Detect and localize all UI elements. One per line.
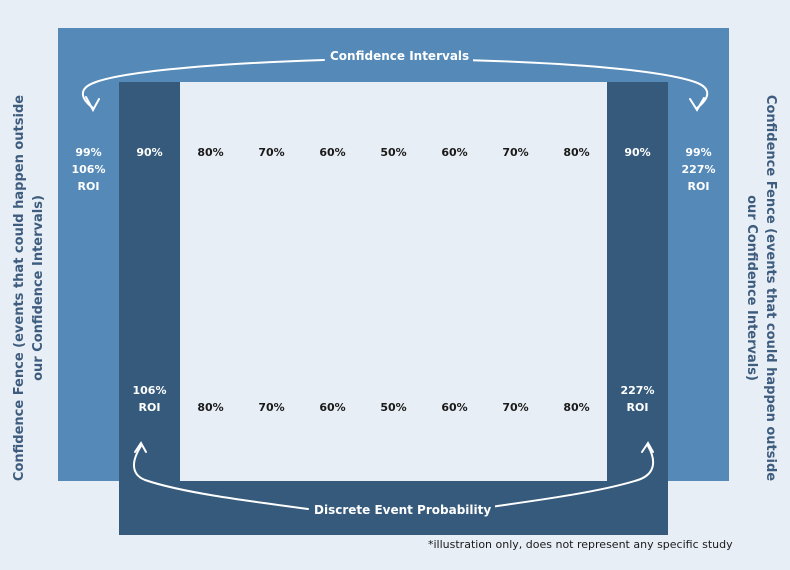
top-cell-10: 99% 227% ROI: [668, 144, 729, 195]
cell-line: 60%: [319, 401, 346, 414]
bottom-cell-5: 60%: [424, 399, 485, 416]
cell-line: 50%: [380, 146, 407, 159]
top-cell-5: 50%: [363, 144, 424, 161]
right-90-interval-bar: [607, 82, 668, 481]
bottom-cell-6: 70%: [485, 399, 546, 416]
cell-line: 80%: [197, 146, 224, 159]
cell-line: 80%: [197, 401, 224, 414]
discrete-event-probability-label: Discrete Event Probability: [310, 503, 496, 517]
bottom-cell-7: 80%: [546, 399, 607, 416]
top-cell-7: 70%: [485, 144, 546, 161]
cell-line: ROI: [687, 180, 710, 193]
cell-line: 99%: [685, 146, 712, 159]
bottom-cell-4: 50%: [363, 399, 424, 416]
bottom-cell-8: 227% ROI: [607, 382, 668, 416]
cell-line: 227%: [620, 384, 655, 397]
cell-line: 70%: [502, 401, 529, 414]
cell-line: 60%: [319, 146, 346, 159]
inner-interval-area: [180, 82, 607, 481]
bottom-cell-0: 106% ROI: [119, 382, 180, 416]
cell-line: 106%: [132, 384, 167, 397]
cell-line: 227%: [681, 163, 716, 176]
disclaimer-footnote: *illustration only, does not represent a…: [428, 538, 733, 551]
left-confidence-fence-label: Confidence Fence (events that could happ…: [12, 94, 46, 482]
cell-line: 60%: [441, 401, 468, 414]
top-cell-6: 60%: [424, 144, 485, 161]
cell-line: 70%: [502, 146, 529, 159]
bottom-cell-2: 70%: [241, 399, 302, 416]
top-cell-4: 60%: [302, 144, 363, 161]
cell-line: 99%: [75, 146, 102, 159]
bottom-cell-1: 80%: [180, 399, 241, 416]
cell-line: 60%: [441, 146, 468, 159]
cell-line: 80%: [563, 401, 590, 414]
top-cell-1: 90%: [119, 144, 180, 161]
cell-line: 70%: [258, 401, 285, 414]
top-cell-9: 90%: [607, 144, 668, 161]
cell-line: 106%: [71, 163, 106, 176]
cell-line: 90%: [624, 146, 651, 159]
bottom-cell-3: 60%: [302, 399, 363, 416]
top-cell-2: 80%: [180, 144, 241, 161]
top-cell-3: 70%: [241, 144, 302, 161]
right-confidence-fence-label: Confidence Fence (events that could happ…: [744, 94, 778, 482]
confidence-intervals-label: Confidence Intervals: [326, 49, 474, 63]
cell-line: ROI: [626, 401, 649, 414]
top-cell-8: 80%: [546, 144, 607, 161]
cell-line: 70%: [258, 146, 285, 159]
top-cell-0: 99% 106% ROI: [58, 144, 119, 195]
left-90-interval-bar: [119, 82, 180, 481]
cell-line: ROI: [77, 180, 100, 193]
cell-line: 90%: [136, 146, 163, 159]
cell-line: 50%: [380, 401, 407, 414]
cell-line: ROI: [138, 401, 161, 414]
cell-line: 80%: [563, 146, 590, 159]
